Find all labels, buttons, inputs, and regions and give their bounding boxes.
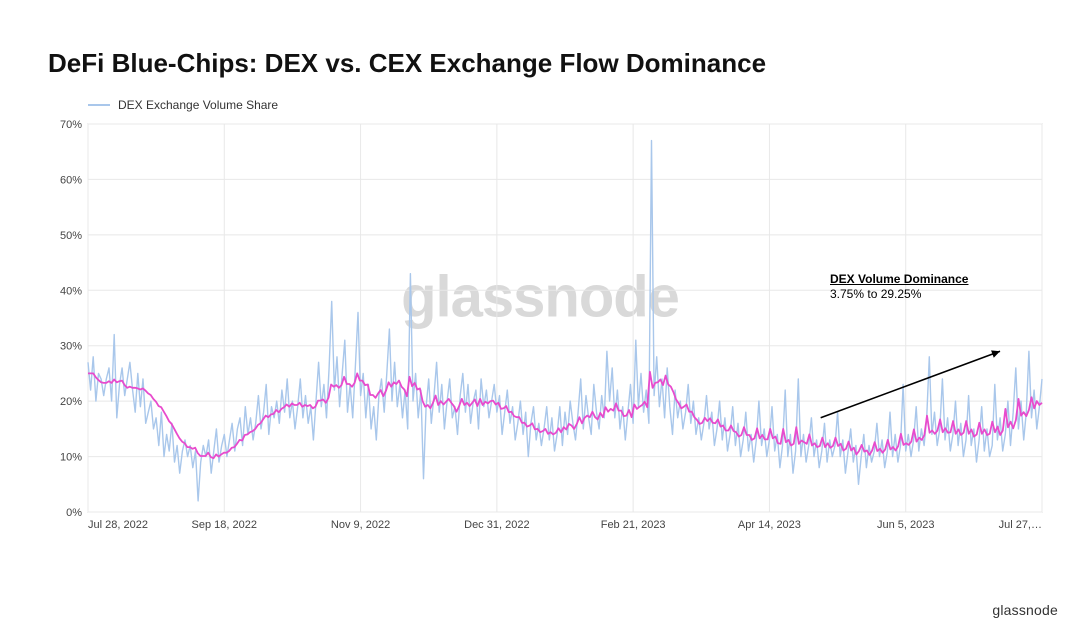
svg-text:10%: 10% (60, 452, 82, 464)
brand-logo-text: glassnode (992, 602, 1058, 618)
chart-plot-area: 0% 10% 20% 30% 40% 50% 60% 70% Jul 28, 2022 Sep 1… (48, 118, 1048, 548)
svg-text:50%: 50% (60, 230, 82, 242)
svg-text:Feb 21, 2023: Feb 21, 2023 (601, 519, 666, 531)
chart-annotation: DEX Volume Dominance 3.75% to 29.25% (830, 272, 968, 302)
annotation-title: DEX Volume Dominance (830, 272, 968, 287)
svg-text:Dec 31, 2022: Dec 31, 2022 (464, 519, 529, 531)
svg-text:20%: 20% (60, 396, 82, 408)
chart-frame: DeFi Blue-Chips: DEX vs. CEX Exchange Fl… (0, 0, 1080, 632)
svg-text:Sep 18, 2022: Sep 18, 2022 (192, 519, 257, 531)
legend-label: DEX Exchange Volume Share (118, 98, 278, 112)
chart-legend: DEX Exchange Volume Share (88, 98, 278, 112)
annotation-subtitle: 3.75% to 29.25% (830, 287, 968, 302)
svg-text:0%: 0% (66, 507, 82, 519)
chart-title: DeFi Blue-Chips: DEX vs. CEX Exchange Fl… (48, 48, 766, 79)
svg-text:Jul 27,…: Jul 27,… (999, 519, 1042, 531)
svg-text:30%: 30% (60, 341, 82, 353)
svg-text:60%: 60% (60, 174, 82, 186)
legend-swatch (88, 104, 110, 106)
svg-text:Jun 5, 2023: Jun 5, 2023 (877, 519, 935, 531)
svg-text:Nov 9, 2022: Nov 9, 2022 (331, 519, 390, 531)
chart-svg: 0% 10% 20% 30% 40% 50% 60% 70% Jul 28, 2022 Sep 1… (48, 118, 1048, 548)
svg-text:Apr 14, 2023: Apr 14, 2023 (738, 519, 801, 531)
svg-text:70%: 70% (60, 119, 82, 131)
svg-text:Jul 28, 2022: Jul 28, 2022 (88, 519, 148, 531)
svg-text:40%: 40% (60, 285, 82, 297)
